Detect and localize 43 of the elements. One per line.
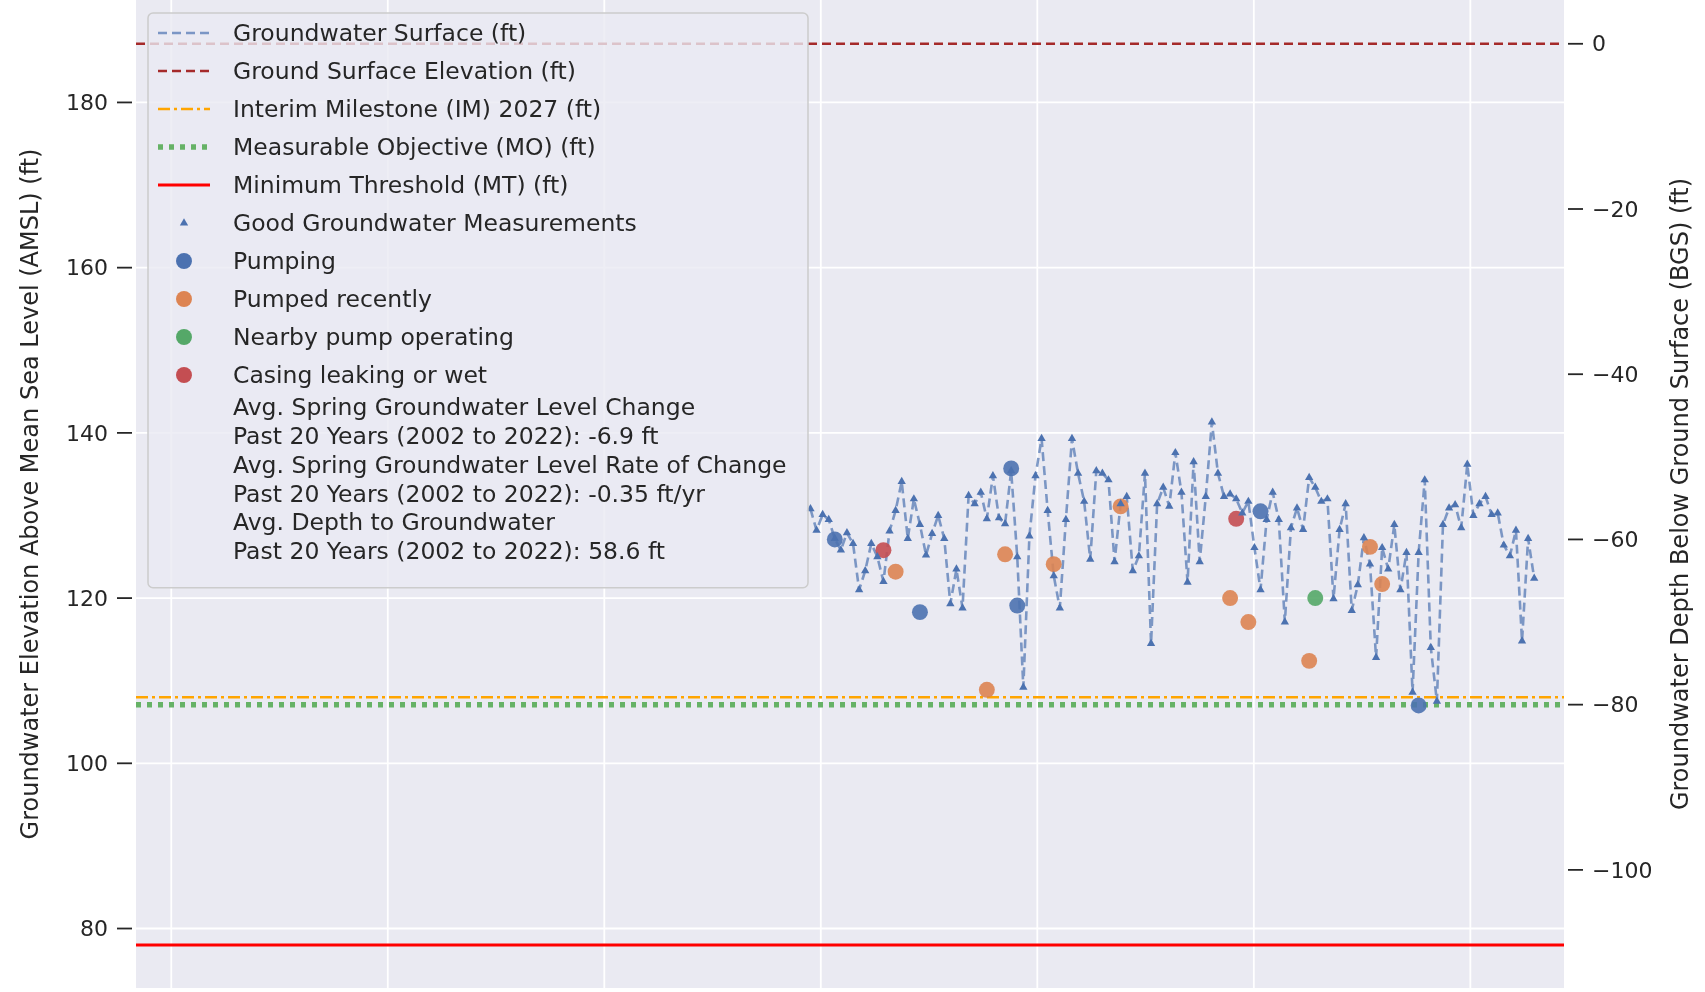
y-axis-title: Groundwater Elevation Above Mean Sea Level (AMSL) (ft) <box>16 148 44 840</box>
legend-label: Pumping <box>233 247 336 276</box>
point <box>1228 510 1245 527</box>
point <box>1045 556 1062 573</box>
y2-tick-label: −100 <box>1592 857 1653 883</box>
legend-label: Measurable Objective (MO) (ft) <box>233 133 596 162</box>
y-tick-label: 140 <box>66 420 108 446</box>
point <box>875 542 892 559</box>
point <box>1307 590 1324 607</box>
point <box>1301 652 1318 669</box>
y2-tick-label: 0 <box>1592 31 1606 57</box>
y2-axis-title: Groundwater Depth Below Ground Surface (BGS) (ft) <box>1666 177 1694 811</box>
point <box>997 546 1014 563</box>
y-tick-label: 120 <box>66 585 108 611</box>
y2-tick-label: −40 <box>1592 361 1639 387</box>
legend-label: Nearby pump operating <box>233 323 514 352</box>
annotation: Avg. Depth to Groundwater Past 20 Years (2002 to 2022): 58.6 ft <box>233 508 666 566</box>
point <box>911 604 928 621</box>
y2-tick-label: −60 <box>1592 527 1639 553</box>
y-tick-label: 160 <box>66 255 108 281</box>
point <box>1252 503 1269 520</box>
y2-tick-label: −80 <box>1592 692 1639 718</box>
point <box>978 681 995 698</box>
y2-tick-label: −20 <box>1592 196 1639 222</box>
annotation: Avg. Spring Groundwater Level Change Past 20 Years (2002 to 2022): -6.9 ft <box>233 393 696 451</box>
legend-label: Interim Milestone (IM) 2027 (ft) <box>233 95 602 124</box>
point <box>1222 590 1239 607</box>
point <box>887 563 904 580</box>
point <box>1240 614 1257 631</box>
point <box>1374 576 1391 593</box>
legend-label: Good Groundwater Measurements <box>233 209 637 238</box>
legend-label: Groundwater Surface (ft) <box>233 19 527 48</box>
point <box>1362 538 1378 555</box>
legend-label: Minimum Threshold (MT) (ft) <box>233 171 569 200</box>
point <box>1009 597 1026 614</box>
y-tick-label: 100 <box>66 751 108 776</box>
y-tick-label: 80 <box>80 916 108 942</box>
legend-label: Casing leaking or wet <box>233 361 488 390</box>
legend-label: Pumped recently <box>233 285 432 314</box>
point <box>1410 697 1427 714</box>
y-tick-label: 180 <box>66 90 108 116</box>
legend-label: Ground Surface Elevation (ft) <box>233 57 576 86</box>
annotation: Avg. Spring Groundwater Level Rate of Change Past 20 Years (2002 to 2022): -0.35 ft/yr <box>233 450 787 508</box>
